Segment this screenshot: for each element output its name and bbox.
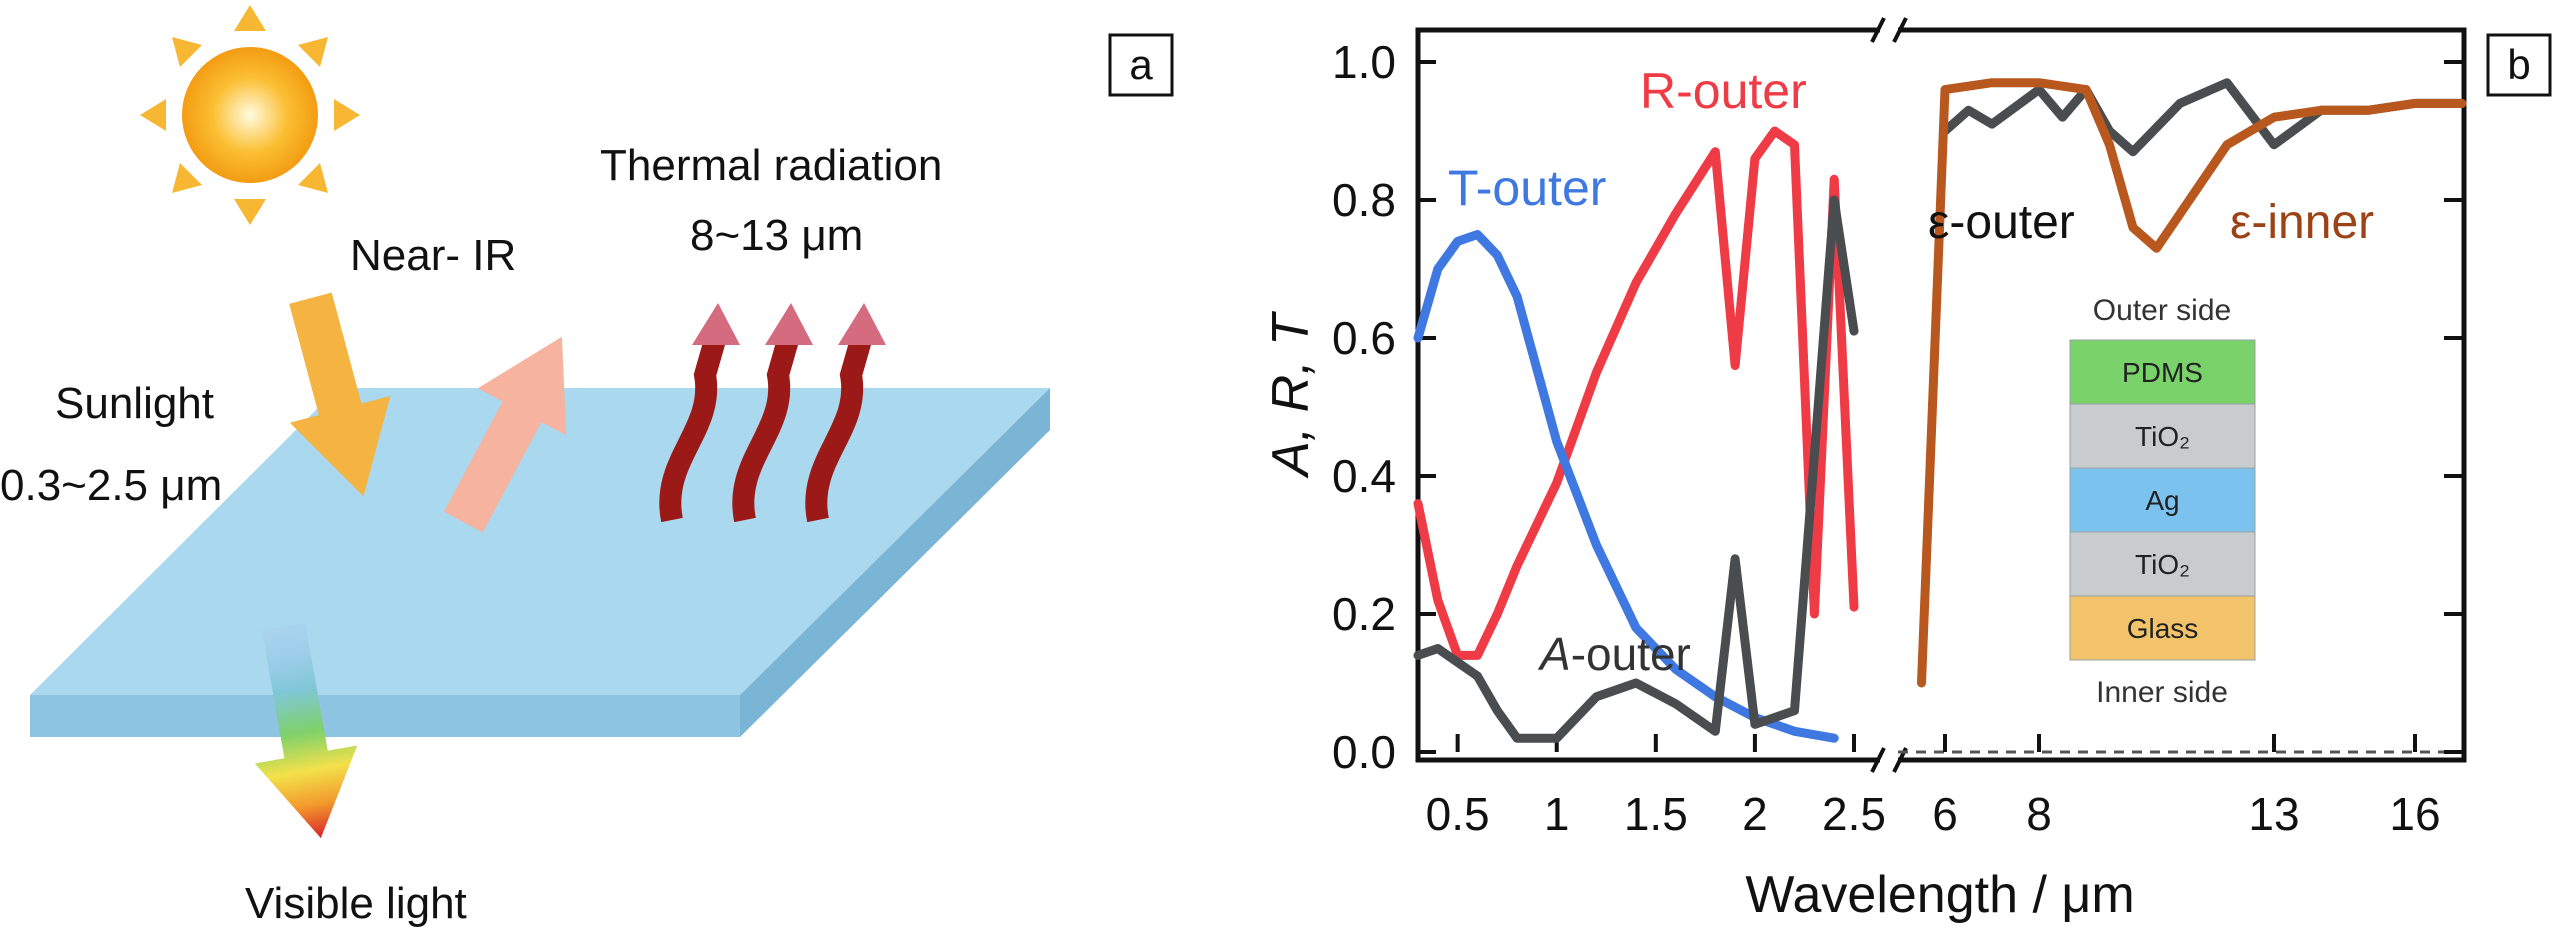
- sunlight-range-label: 0.3~2.5 μm: [0, 461, 222, 510]
- t-outer-label: T-outer: [1448, 160, 1606, 216]
- stack-layer-label: TiO₂: [2135, 421, 2190, 452]
- glass-plate-front: [30, 695, 740, 737]
- x-tick-label: 1: [1544, 788, 1570, 840]
- stack-layer-label: TiO₂: [2135, 549, 2190, 580]
- axis-break-mark: [1870, 17, 1886, 43]
- t-outer-series-line: [1413, 230, 1839, 743]
- eps-inner-series-line: [1917, 78, 2467, 688]
- y-ticks: 0.0 0.2 0.4 0.6 0.8 1.0: [1332, 36, 2462, 778]
- a-outer-label: A-outer: [1537, 628, 1691, 680]
- glass-plate-side: [740, 388, 1050, 737]
- axis-break-gap-bottom: [1880, 748, 1898, 772]
- glass-plate-top: [30, 388, 1050, 695]
- visible-light-label: Visible light: [245, 879, 467, 928]
- stack-layer-tio: [2069, 403, 2256, 469]
- panel-b-tag: b: [2507, 41, 2530, 88]
- x-axis-label: Wavelength / μm: [1745, 866, 2134, 924]
- thermal-range-label: 8~13 μm: [690, 211, 863, 260]
- panel-a-tag-box: [1108, 33, 1174, 97]
- panel-b: 0.0 0.2 0.4 0.6 0.8 1.0 0.5 1 1.5 2 2.5 6 8 13 16 A, …: [1262, 17, 2552, 924]
- panel-a: Thermal radiation 8~13 μm Near- IR Sunli…: [0, 5, 1174, 928]
- y-tick-label: 1.0: [1332, 36, 1396, 88]
- stack-layer-label: Ag: [2145, 485, 2179, 516]
- stack-inner-side-label: Inner side: [2096, 676, 2228, 709]
- near-ir-arrow: [443, 336, 567, 533]
- y-tick-label: 0.6: [1332, 312, 1396, 364]
- layer-stack: PDMS TiO₂ Ag TiO₂ Glass: [2069, 339, 2256, 661]
- axis-break-mark: [1892, 17, 1908, 43]
- sun-icon: [140, 5, 360, 225]
- panel-b-tag-box: [2486, 33, 2552, 97]
- y-tick-label: 0.4: [1332, 450, 1396, 502]
- x-tick-label: 0.5: [1426, 788, 1490, 840]
- x-tick-label: 13: [2248, 788, 2299, 840]
- stack-outer-side-label: Outer side: [2093, 294, 2231, 327]
- y-axis-label: A, R, T: [1262, 311, 1320, 479]
- thermal-arrows: [659, 303, 886, 523]
- x-tick-label: 2.5: [1822, 788, 1886, 840]
- stack-layer-tio: [2069, 531, 2256, 597]
- visible-light-arrow: [254, 622, 358, 839]
- x-tick-label: 8: [2026, 788, 2052, 840]
- y-tick-label: 0.2: [1332, 588, 1396, 640]
- eps-outer-label: ε-outer: [1928, 196, 2075, 249]
- sunlight-label: Sunlight: [55, 379, 214, 428]
- x-tick-label: 2: [1742, 788, 1768, 840]
- near-ir-label: Near- IR: [350, 231, 516, 280]
- a-outer-series-line: [1413, 195, 1859, 743]
- thermal-radiation-label: Thermal radiation: [600, 141, 942, 190]
- eps-inner-label: ε-inner: [2230, 196, 2374, 249]
- stack-layer-ag: [2069, 467, 2256, 533]
- plot-frame: [1415, 27, 2467, 763]
- stack-layer-label: PDMS: [2122, 357, 2203, 388]
- x-tick-label: 16: [2389, 788, 2440, 840]
- x-tick-label: 1.5: [1624, 788, 1688, 840]
- series-layer: [1413, 78, 2467, 743]
- y-tick-label: 0.8: [1332, 174, 1396, 226]
- axis-break-mark: [1870, 747, 1886, 773]
- x-ticks: 0.5 1 1.5 2 2.5 6 8 13 16: [1426, 734, 2441, 840]
- x-tick-label: 6: [1932, 788, 1958, 840]
- axis-break-gap-top: [1880, 18, 1898, 42]
- y-tick-label: 0.0: [1332, 726, 1396, 778]
- stack-layer-glass: [2069, 595, 2256, 661]
- stack-layer-pdms: [2069, 339, 2256, 405]
- stack-layer-label: Glass: [2127, 613, 2199, 644]
- r-outer-series-line: [1413, 126, 1859, 660]
- sunlight-arrow: [289, 292, 391, 497]
- panel-a-tag: a: [1129, 41, 1153, 88]
- eps-outer-series-line: [1940, 78, 2467, 157]
- r-outer-label: R-outer: [1640, 63, 1807, 119]
